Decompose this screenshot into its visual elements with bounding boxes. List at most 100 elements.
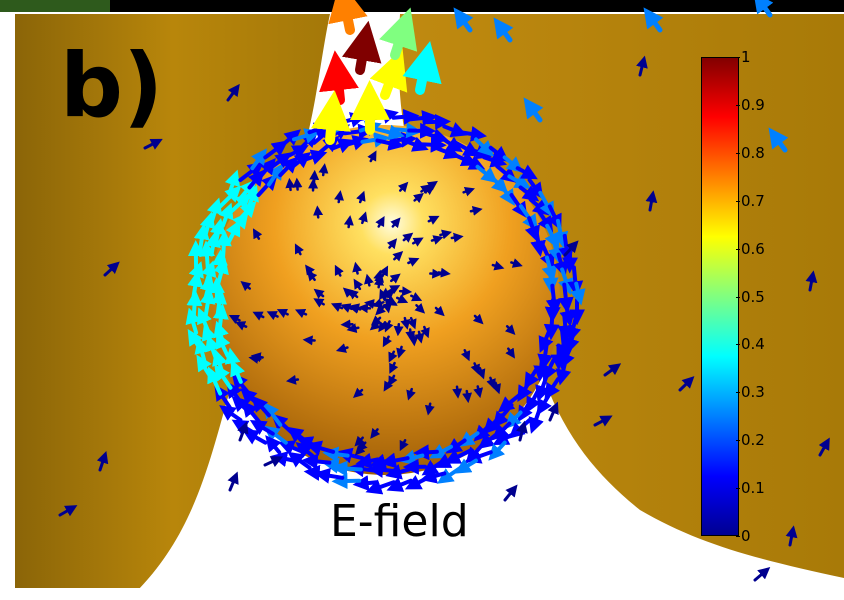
field-arrow [307,270,318,282]
field-arrow [197,307,212,333]
field-arrow [375,304,386,316]
field-arrow [96,451,109,472]
field-arrow [462,186,475,197]
field-arrow [370,427,381,439]
field-arrow [386,296,398,306]
field-arrow [460,349,471,362]
field-arrow [187,329,203,351]
field-arrow [313,288,325,299]
field-arrow [375,135,405,151]
field-arrow [427,215,440,225]
field-arrow [277,129,301,150]
field-arrow [569,281,586,306]
field-arrow [250,148,267,171]
field-arrow [450,232,464,243]
field-arrow [188,261,204,286]
field-arrow [402,232,414,243]
field-arrows [58,0,830,582]
field-arrow [199,275,216,302]
field-arrow [270,152,292,169]
field-arrow [413,192,424,204]
field-arrow [643,7,664,33]
field-arrow [295,441,317,460]
field-arrow [341,20,382,75]
field-arrow [420,136,447,153]
field-arrow [453,7,474,33]
field-arrow [364,273,374,287]
field-arrow [199,287,216,318]
field-arrow [185,307,201,335]
field-arrow [492,429,520,446]
field-arrow [499,182,515,206]
panel-label: b) [60,34,164,137]
field-arrow [399,449,425,466]
field-arrow [399,439,409,452]
field-arrow [528,405,544,434]
field-arrow [503,484,518,502]
field-arrow [235,321,248,331]
field-arrow [211,249,228,274]
field-arrow [430,235,444,245]
field-arrow [365,479,396,495]
field-arrow [348,289,359,300]
field-arrow [369,320,381,331]
field-arrow [407,257,420,267]
field-arrow [313,298,325,308]
field-arrow [423,128,449,144]
field-arrow [375,216,385,228]
field-arrow [462,389,473,404]
field-arrow [352,261,363,275]
field-arrow [295,308,308,319]
field-arrow [252,228,263,240]
field-arrow [564,330,580,355]
field-arrow [517,398,533,423]
field-arrow [345,135,369,151]
field-arrow [516,420,528,442]
field-arrow [488,145,510,163]
field-arrow [408,333,419,347]
field-arrow [391,108,420,125]
field-arrow [493,17,514,43]
field-arrow [303,464,328,481]
field-arrow [249,419,275,436]
field-arrow [378,321,389,333]
field-arrow [488,440,507,461]
field-arrow [557,282,574,314]
field-arrow [504,410,523,429]
colorbar-tick-label: 0.1 [736,479,765,498]
field-arrow [266,311,279,321]
field-arrow [355,452,380,469]
field-arrow [218,202,234,228]
field-arrow [420,325,430,339]
colorbar-tick-label: 0.3 [736,383,765,402]
field-arrow [424,402,435,416]
field-arrow [785,525,798,547]
field-arrow [389,273,401,284]
field-arrow [388,374,398,387]
field-arrow [396,345,406,359]
field-arrow [396,294,409,304]
colorbar-tick-label: 0.2 [736,431,765,450]
field-arrow [285,374,300,385]
field-arrow [265,435,282,455]
field-arrow [434,453,458,468]
field-arrow [287,451,312,470]
field-arrow [226,83,240,102]
field-arrow [58,505,78,517]
field-arrow [434,305,445,317]
field-arrow [475,366,486,380]
field-arrow [445,437,467,454]
field-arrow [753,0,774,18]
field-arrow [311,90,351,145]
field-arrow [227,471,239,492]
field-arrow [414,303,426,314]
field-arrow [439,229,452,240]
field-arrow [240,280,252,292]
field-arrow [286,426,308,443]
field-arrow [322,446,350,463]
field-arrow [385,464,412,480]
field-arrow [213,257,229,288]
field-arrow [552,218,569,249]
field-arrow [343,215,354,229]
field-arrow [530,228,546,257]
